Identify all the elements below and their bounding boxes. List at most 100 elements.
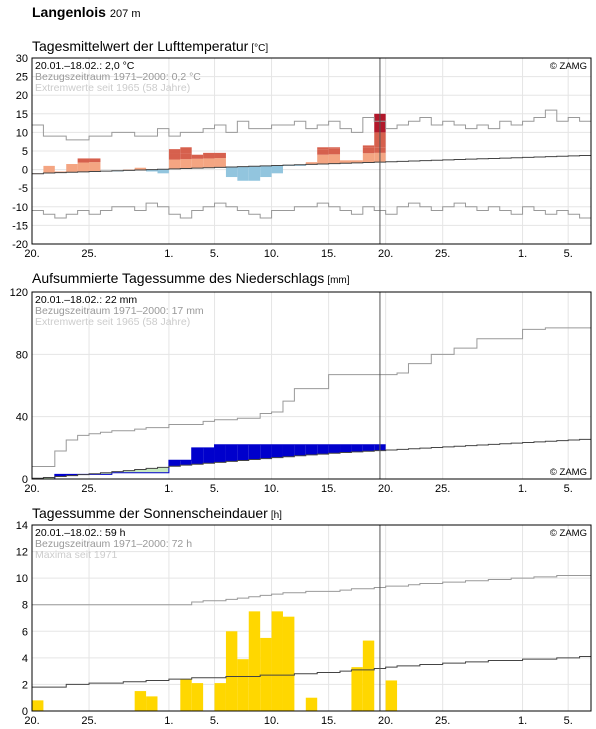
y-tick-label: 15 [16,109,28,121]
temperature-unit: [°C] [251,43,269,54]
x-tick-label: 25. [81,715,96,727]
temperature-bar [362,145,375,148]
x-tick-label: 5. [210,715,219,727]
temperature-bar [317,154,329,165]
x-tick-label: 5. [564,248,573,260]
temperature-bar [260,165,272,178]
sunshine-bar [225,631,238,711]
temperature-bar [328,147,341,149]
y-tick-label: 0 [22,165,28,177]
precipitation-bar [271,444,283,458]
copyright-label: © ZAMG [550,528,587,539]
precipitation-bar [260,444,272,459]
copyright-label: © ZAMG [550,467,587,478]
y-tick-label: -5 [18,183,28,195]
temperature-bar [225,166,238,178]
x-tick-label: 1. [164,715,173,727]
temperature-bar [77,158,90,163]
info-line: 20.01.–18.02.: 22 mm [35,294,137,306]
sunshine-bar [385,680,398,711]
x-tick-label: 1. [518,483,527,495]
y-tick-label: 0 [22,474,28,486]
temperature-bar [340,160,352,164]
normal-line [32,154,591,175]
x-tick-label: 5. [210,483,219,495]
x-tick-label: 20. [378,715,393,727]
sunshine-unit: [h] [270,510,282,521]
x-tick-label: 1. [518,248,527,260]
temperature-panel-title: Tagesmittelwert der Lufttemperatur [°C] [32,38,268,54]
info-line: Bezugszeitraum 1971–2000: 72 h [35,538,192,550]
x-tick-label: 5. [564,715,573,727]
y-tick-label: 8 [22,600,28,612]
x-tick-label: 25. [435,483,450,495]
sunshine-bar [351,667,363,711]
temperature-bar [271,165,283,174]
temperature-bar [237,166,249,181]
temperature-bar [203,152,215,159]
sunshine-bar [191,683,204,711]
sunshine-bar [32,700,44,711]
precipitation-bar [351,444,363,452]
y-tick-label: 0 [22,706,28,718]
x-tick-label: 10. [264,715,279,727]
x-tick-label: 20. [378,248,393,260]
precipitation-bar [191,447,204,465]
maxima-line [32,574,591,606]
precipitation-bar [305,444,318,455]
temperature-bar [191,158,204,169]
precipitation-bar [248,444,261,460]
y-tick-label: 5 [22,146,28,158]
extreme-min-line [32,202,591,219]
temperature-bar [180,153,192,160]
precipitation-bar [123,470,135,473]
temperature-bar [168,149,181,154]
y-tick-label: 10 [16,127,28,139]
y-tick-label: 25 [16,72,28,84]
temperature-bar [43,165,55,173]
y-tick-label: 20 [16,90,28,102]
x-tick-label: 10. [264,483,279,495]
precipitation-bar [282,444,295,457]
temperature-title-text: Tagesmittelwert der Lufttemperatur [32,38,249,54]
x-tick-label: 15. [321,715,336,727]
x-tick-label: 20. [24,248,39,260]
temperature-bar [294,164,306,166]
temperature-bar [89,158,101,163]
x-tick-label: 20. [24,483,39,495]
station-name: Langenlois [32,4,106,20]
extreme-max-line [32,109,591,141]
precipitation-title-text: Aufsummierte Tagessumme des Niederschlag… [32,270,325,286]
sunshine-bar [237,659,249,711]
precipitation-bar [146,468,158,473]
precipitation-bar [134,469,147,473]
info-line: Extremwerte seit 1965 (58 Jahre) [35,316,190,328]
precipitation-bar [214,444,226,463]
x-tick-label: 15. [321,483,336,495]
plot-frame [31,291,592,480]
x-tick-label: 25. [435,715,450,727]
temperature-bar [157,169,169,174]
y-tick-label: 12 [16,547,28,559]
precipitation-bar [203,447,215,464]
precipitation-bar [66,474,78,476]
sunshine-bar [134,691,147,711]
temperature-bar [328,148,341,155]
info-line: Bezugszeitraum 1971–2000: 17 mm [35,305,204,317]
x-tick-label: 20. [378,483,393,495]
sunshine-bar [271,611,283,711]
x-tick-label: 15. [321,248,336,260]
y-tick-label: 120 [10,287,28,299]
y-tick-label: -15 [12,220,28,232]
temperature-bar [362,147,375,154]
temperature-bar [305,162,318,165]
temperature-bar [54,171,67,173]
copyright-label: © ZAMG [550,61,587,72]
sunshine-panel-title: Tagessumme der Sonnenscheindauer [h] [32,505,282,521]
x-tick-label: 1. [164,248,173,260]
precipitation-bar [340,444,352,453]
temperature-bar [180,147,192,154]
precipitation-bar [100,472,112,475]
sunshine-bar [282,616,295,711]
